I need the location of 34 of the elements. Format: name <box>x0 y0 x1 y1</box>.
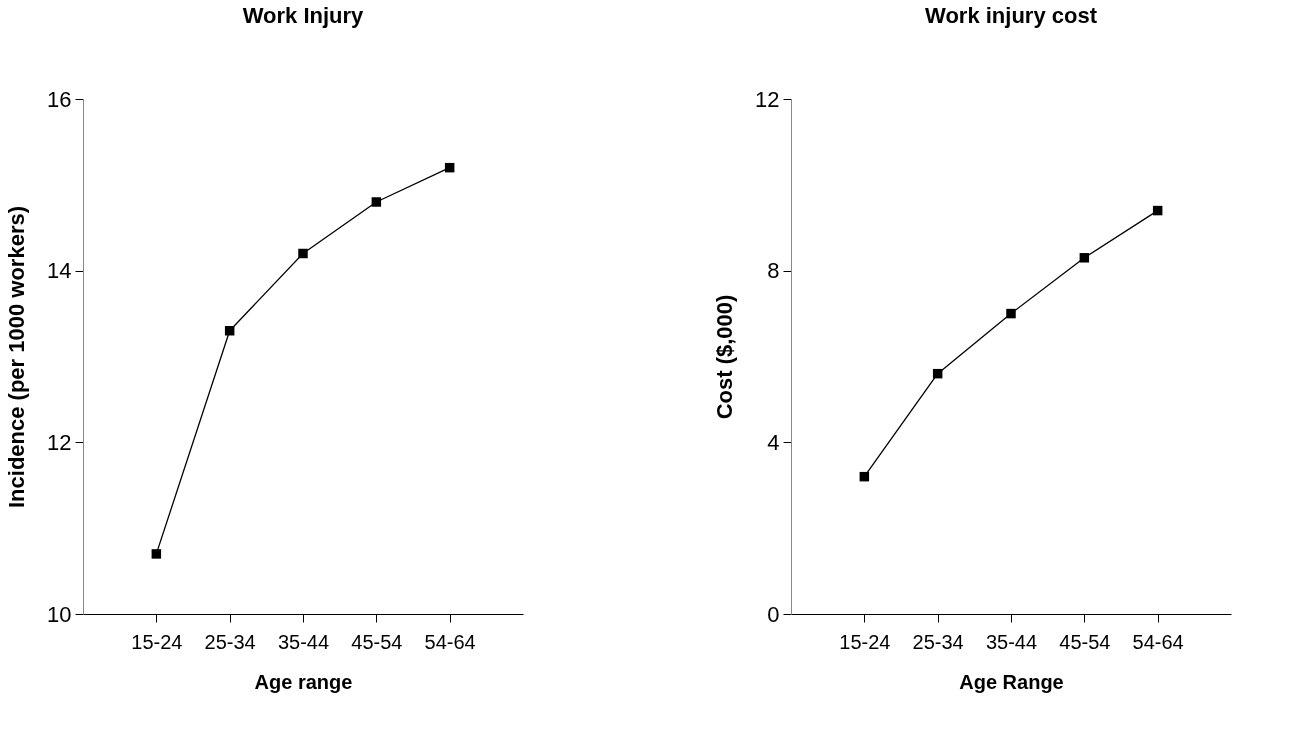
y-tick-label: 8 <box>767 258 780 284</box>
x-tick-label: 25-34 <box>204 630 256 653</box>
chart-title: Work injury cost <box>925 3 1098 28</box>
x-axis-title: Age Range <box>959 670 1064 693</box>
point <box>932 368 943 379</box>
point <box>224 326 235 336</box>
y-axis-title: Incidence (per 1000 workers) <box>4 205 30 509</box>
y-tick-label: 16 <box>47 86 72 112</box>
y-tick-label: 10 <box>47 601 72 627</box>
y-tick-label: 14 <box>47 258 72 284</box>
y-tick-label: 12 <box>755 86 780 112</box>
point <box>444 162 455 173</box>
point <box>1152 205 1163 216</box>
chart-title: Work Injury <box>242 3 365 28</box>
y-tick-label: 0 <box>767 601 780 627</box>
point <box>151 549 162 559</box>
x-tick-label: 25-34 <box>912 630 964 653</box>
x-tick-label: 45-54 <box>351 630 403 653</box>
point <box>1006 308 1016 319</box>
point <box>859 471 870 482</box>
point <box>371 197 382 207</box>
x-tick-label: 54-64 <box>1132 630 1184 653</box>
y-axis-title: Cost ($,000) <box>712 294 738 420</box>
x-tick-label: 45-54 <box>1059 630 1111 653</box>
y-tick-label: 12 <box>47 429 72 455</box>
point <box>1079 253 1090 263</box>
point <box>298 248 308 259</box>
x-tick-label: 35-44 <box>277 630 330 653</box>
x-tick-label: 54-64 <box>424 630 476 653</box>
x-tick-label: 15-24 <box>131 630 183 653</box>
x-tick-label: 35-44 <box>985 630 1038 653</box>
x-tick-label: 15-24 <box>839 630 891 653</box>
x-axis-title: Age range <box>254 670 353 693</box>
y-tick-label: 4 <box>767 429 780 455</box>
